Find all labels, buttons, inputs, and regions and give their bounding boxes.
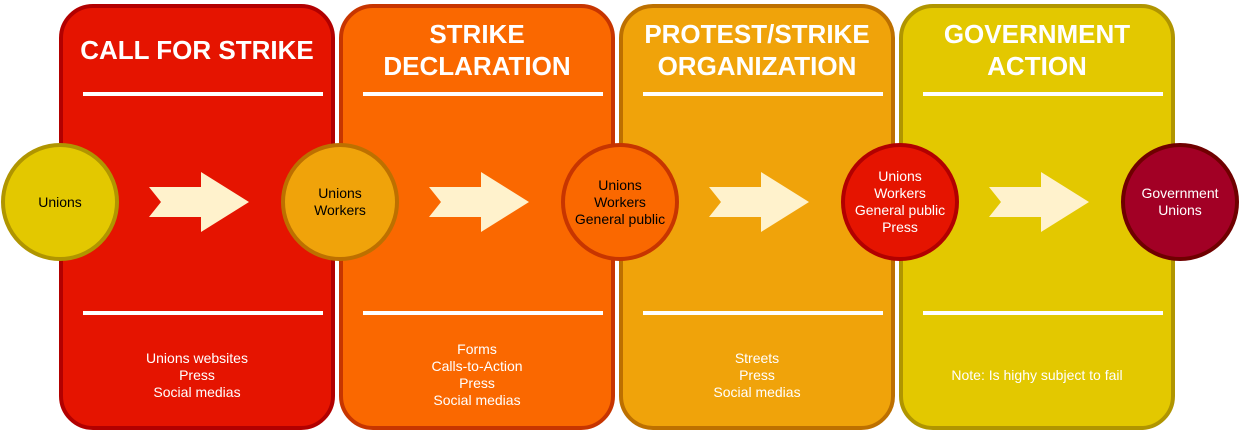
- title-divider: [363, 92, 603, 96]
- right-arrow-icon: [149, 172, 249, 232]
- stage-title: GOVERNMENT ACTION: [943, 19, 1131, 81]
- stage-note: Note: Is highy subject to fail: [951, 366, 1123, 383]
- title-divider: [83, 92, 323, 96]
- note-divider: [83, 311, 323, 315]
- actors-node-unions-workers: Unions Workers: [281, 143, 399, 261]
- note-divider: [923, 311, 1163, 315]
- title-divider: [923, 92, 1163, 96]
- note-divider: [643, 311, 883, 315]
- title-divider: [643, 92, 883, 96]
- stage-channels: Forms Calls-to-Action Press Social media…: [431, 341, 523, 408]
- stage-title: PROTEST/STRIKE ORGANIZATION: [644, 19, 870, 81]
- right-arrow-icon: [429, 172, 529, 232]
- actors-node-press: Unions Workers General public Press: [841, 143, 959, 261]
- note-divider: [363, 311, 603, 315]
- actors-node-government: Government Unions: [1121, 143, 1239, 261]
- actors-node-general-public: Unions Workers General public: [561, 143, 679, 261]
- stage-title: STRIKE DECLARATION: [383, 19, 571, 81]
- stage-channels: Unions websites Press Social medias: [146, 349, 248, 400]
- stage-title: CALL FOR STRIKE: [80, 35, 314, 65]
- actors-node-unions: Unions: [1, 143, 119, 261]
- right-arrow-icon: [989, 172, 1089, 232]
- stage-channels: Streets Press Social medias: [713, 349, 801, 400]
- right-arrow-icon: [709, 172, 809, 232]
